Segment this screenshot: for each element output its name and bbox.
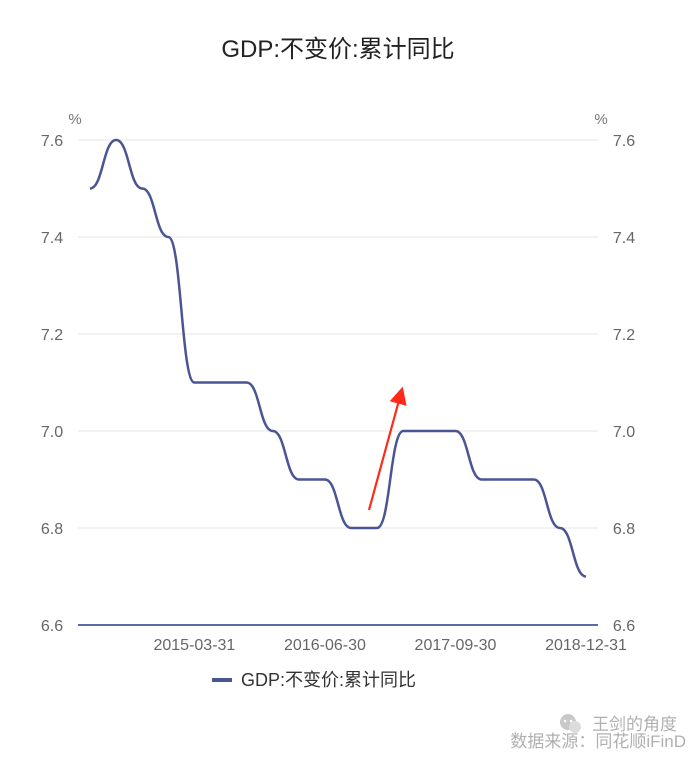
y-tick-right: 7.4 — [613, 230, 635, 247]
watermark: 王剑的角度 数据来源：同花顺iFinD — [510, 714, 686, 751]
y-tick-right: 7.2 — [613, 327, 635, 344]
y-tick-right: 7.6 — [613, 133, 635, 150]
wechat-icon — [560, 714, 581, 733]
x-tick-label: 2015-03-31 — [153, 637, 235, 654]
right-y-axis: 6.6 6.8 7.0 7.2 7.4 7.6 — [613, 133, 635, 635]
left-y-axis: 6.6 6.8 7.0 7.2 7.4 7.6 — [41, 133, 63, 635]
y-tick-left: 6.8 — [41, 521, 63, 538]
y-tick-left: 7.2 — [41, 327, 63, 344]
y-tick-left: 7.0 — [41, 424, 63, 441]
y-tick-right: 7.0 — [613, 424, 635, 441]
right-axis-unit: % — [594, 111, 607, 128]
red-arrow-annotation — [367, 386, 407, 511]
chart-title: GDP:不变价:累计同比 — [221, 36, 454, 63]
y-tick-left: 7.4 — [41, 230, 63, 247]
legend[interactable]: GDP:不变价:累计同比 — [212, 670, 416, 690]
watermark-source: 数据来源：同花顺iFinD — [510, 732, 686, 751]
x-tick-label: 2016-06-30 — [284, 637, 366, 654]
y-tick-right: 6.6 — [613, 618, 635, 635]
y-tick-left: 6.6 — [41, 618, 63, 635]
y-tick-left: 7.6 — [41, 133, 63, 150]
x-tick-label: 2017-09-30 — [415, 637, 497, 654]
grid-lines — [78, 139, 598, 529]
legend-label: GDP:不变价:累计同比 — [241, 670, 416, 690]
x-tick-label: 2018-12-31 — [545, 637, 627, 654]
watermark-account: 王剑的角度 — [592, 715, 677, 734]
left-axis-unit: % — [68, 111, 81, 128]
series-line-gdp — [89, 138, 587, 578]
y-tick-right: 6.8 — [613, 521, 635, 538]
x-axis: 2015-03-31 2016-06-30 2017-09-30 2018-12-31 — [153, 637, 627, 654]
